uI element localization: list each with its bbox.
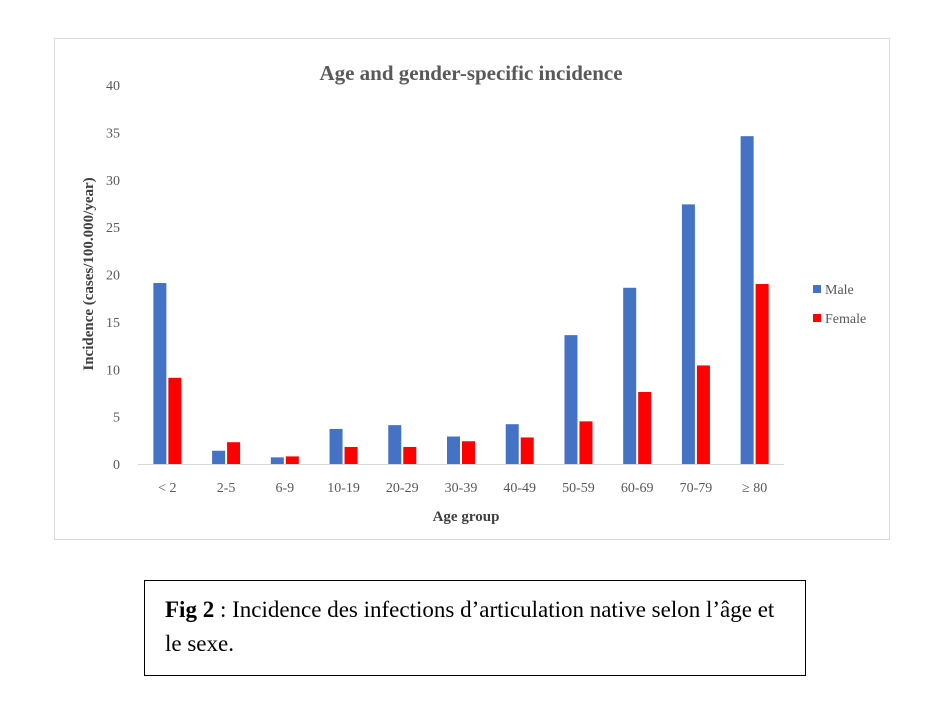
x-tick-label: 10-19 bbox=[327, 481, 360, 496]
bar-female-2 bbox=[285, 456, 299, 464]
bar-male-5 bbox=[447, 436, 460, 464]
legend-label-male: Male bbox=[825, 283, 854, 298]
legend-swatch-male bbox=[813, 285, 821, 293]
y-axis-label: Incidence (cases/100.000/year) bbox=[81, 177, 97, 370]
bar-female-10 bbox=[755, 283, 769, 464]
y-tick-label: 20 bbox=[106, 269, 120, 284]
bar-male-3 bbox=[329, 428, 343, 464]
y-tick-label: 0 bbox=[113, 458, 120, 473]
legend: Male Female bbox=[813, 283, 866, 327]
x-axis-ticks: < 2 2-5 6-9 10-19 20-29 30-39 40-49 50-59 60-69 7… bbox=[158, 481, 767, 496]
bar-male-9 bbox=[681, 204, 695, 464]
x-tick-label: 70-79 bbox=[680, 481, 713, 496]
x-tick-label: ≥ 80 bbox=[742, 481, 767, 496]
bar-male-7 bbox=[564, 335, 578, 464]
bar-female-6 bbox=[520, 437, 534, 464]
bar-series bbox=[153, 136, 769, 465]
y-tick-label: 40 bbox=[106, 79, 120, 94]
figure-caption: Fig 2 : Incidence des infections d’artic… bbox=[144, 580, 806, 676]
bar-male-10 bbox=[740, 136, 754, 465]
bar-female-8 bbox=[638, 391, 652, 464]
x-tick-label: 60-69 bbox=[621, 481, 654, 496]
legend-swatch-female bbox=[813, 314, 821, 322]
y-tick-label: 10 bbox=[106, 363, 120, 378]
y-tick-label: 25 bbox=[106, 221, 120, 236]
bar-female-0 bbox=[168, 377, 182, 464]
bar-male-6 bbox=[505, 424, 519, 464]
y-tick-label: 15 bbox=[106, 316, 120, 331]
bar-male-2 bbox=[270, 457, 284, 464]
bar-male-4 bbox=[388, 425, 402, 464]
legend-label-female: Female bbox=[825, 312, 866, 327]
caption-label: Fig 2 bbox=[165, 597, 215, 622]
bar-female-7 bbox=[579, 421, 593, 464]
x-tick-label: 20-29 bbox=[386, 481, 419, 496]
bar-female-1 bbox=[227, 442, 241, 464]
x-tick-label: 6-9 bbox=[275, 481, 294, 496]
bar-female-3 bbox=[344, 446, 358, 464]
bar-female-9 bbox=[696, 365, 710, 464]
bar-male-1 bbox=[212, 450, 226, 464]
bar-male-0 bbox=[153, 283, 167, 464]
x-tick-label: < 2 bbox=[158, 481, 176, 496]
bar-female-4 bbox=[403, 446, 417, 464]
bar-male-8 bbox=[623, 287, 637, 464]
caption-text: Incidence des infections d’articulation … bbox=[165, 597, 775, 656]
chart-title: Age and gender-specific incidence bbox=[319, 61, 622, 85]
y-tick-label: 5 bbox=[113, 411, 120, 426]
x-axis-label: Age group bbox=[433, 509, 500, 525]
bar-female-5 bbox=[462, 441, 475, 464]
y-tick-label: 30 bbox=[106, 174, 120, 189]
y-tick-label: 35 bbox=[106, 126, 120, 141]
x-tick-label: 30-39 bbox=[445, 481, 478, 496]
x-tick-label: 2-5 bbox=[217, 481, 236, 496]
x-tick-label: 50-59 bbox=[562, 481, 595, 496]
y-axis-ticks: 0 5 10 15 20 25 30 35 40 bbox=[106, 79, 120, 473]
x-tick-label: 40-49 bbox=[503, 481, 536, 496]
caption-separator: : bbox=[214, 597, 233, 622]
